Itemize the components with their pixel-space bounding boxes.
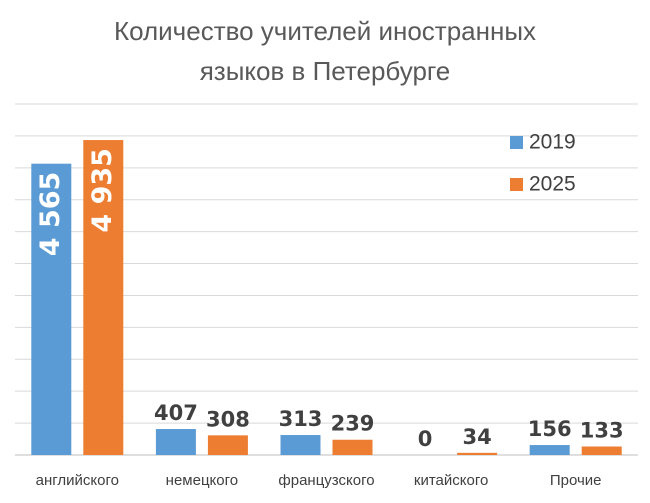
chart-title-line-2: языков в Петербурге <box>200 56 451 86</box>
bar-2025-китайского <box>457 452 498 455</box>
x-tick-label-Прочие: Прочие <box>550 472 602 489</box>
data-label-2025-французского: 239 <box>331 412 375 436</box>
data-label-2019-английского: 4 565 <box>35 172 66 257</box>
x-tick-label-английского: английского <box>36 472 119 489</box>
bar-2025-немецкого <box>207 435 248 455</box>
bar-2025-Прочие <box>581 446 622 455</box>
x-tick-label-французского: французского <box>278 472 374 489</box>
x-tick-label-китайского: китайского <box>414 472 488 489</box>
legend: 2019 2025 <box>510 131 576 196</box>
data-label-2025-Прочие: 133 <box>580 419 624 443</box>
data-label-2019-Прочие: 156 <box>528 417 572 441</box>
data-label-2025-китайского: 34 <box>462 425 491 449</box>
bar-2019-английского <box>31 163 72 456</box>
data-label-2025-английского: 4 935 <box>87 148 118 233</box>
bar-2019-французского <box>280 435 321 455</box>
bars <box>31 140 622 456</box>
data-label-2025-немецкого: 308 <box>206 407 250 431</box>
data-label-2019-китайского: 0 <box>418 427 433 451</box>
legend-label-2025: 2025 <box>529 173 576 196</box>
data-label-2019-французского: 313 <box>279 407 323 431</box>
chart-title-line-1: Количество учителей иностранных <box>114 16 536 46</box>
data-labels: 4 565 4 935 407 308 313 239 0 34 156 133 <box>35 148 624 451</box>
x-tick-labels: английского немецкого французского китайско… <box>36 472 602 489</box>
legend-swatch-2019 <box>510 136 523 149</box>
legend-label-2019: 2019 <box>529 131 576 154</box>
data-label-2019-немецкого: 407 <box>154 401 198 425</box>
legend-swatch-2025 <box>510 178 523 191</box>
x-tick-label-немецкого: немецкого <box>166 472 238 489</box>
bar-2019-Прочие <box>529 445 570 455</box>
bar-2025-французского <box>332 439 373 455</box>
bar-2025-английского <box>83 140 124 456</box>
bar-2019-немецкого <box>155 429 196 455</box>
